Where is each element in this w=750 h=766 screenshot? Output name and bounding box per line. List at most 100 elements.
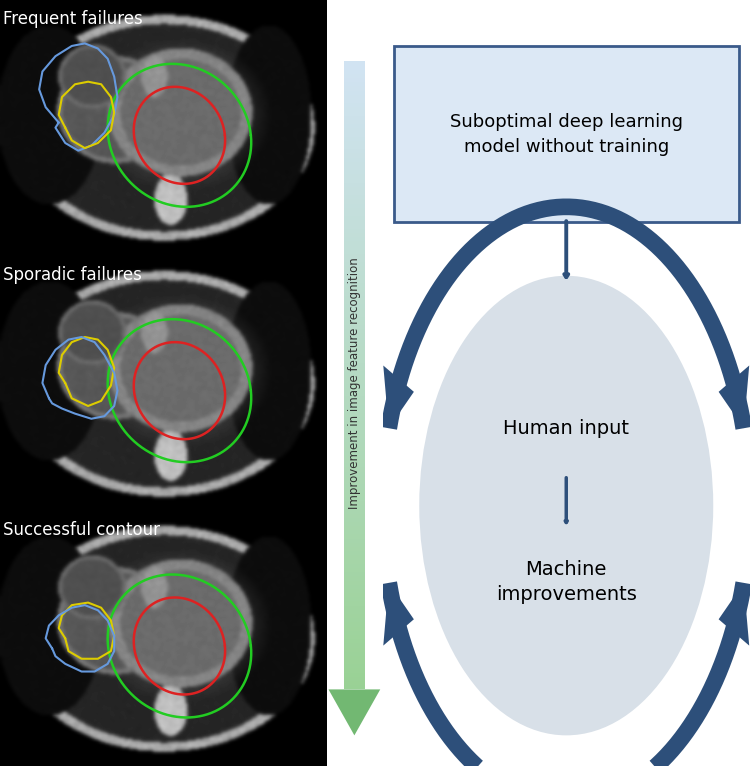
Bar xyxy=(344,647,364,652)
Bar xyxy=(344,581,364,584)
Bar xyxy=(344,484,364,489)
Bar xyxy=(344,103,364,107)
Bar xyxy=(344,413,364,417)
Bar xyxy=(344,178,364,183)
Bar xyxy=(344,258,364,262)
Bar xyxy=(344,509,364,513)
Bar xyxy=(344,107,364,112)
Bar xyxy=(344,677,364,681)
FancyArrowPatch shape xyxy=(566,478,567,522)
Bar xyxy=(344,639,364,643)
Text: Suboptimal deep learning
model without training: Suboptimal deep learning model without t… xyxy=(450,113,682,155)
Bar xyxy=(344,686,364,689)
Bar xyxy=(344,450,364,455)
Bar xyxy=(344,489,364,493)
Bar xyxy=(344,627,364,630)
Bar xyxy=(344,296,364,300)
Bar xyxy=(344,538,364,543)
Bar xyxy=(344,355,364,358)
Bar xyxy=(344,153,364,158)
Bar xyxy=(344,421,364,426)
Bar xyxy=(344,141,364,145)
Bar xyxy=(344,267,364,270)
Bar xyxy=(344,681,364,686)
Bar xyxy=(344,292,364,296)
Bar xyxy=(344,191,364,195)
Bar xyxy=(344,635,364,639)
Bar xyxy=(344,262,364,267)
Bar xyxy=(344,568,364,572)
Bar xyxy=(344,530,364,535)
Bar xyxy=(344,669,364,673)
Bar xyxy=(344,543,364,547)
Bar xyxy=(344,65,364,70)
Bar xyxy=(344,392,364,396)
Bar xyxy=(344,304,364,309)
Bar xyxy=(344,463,364,467)
Bar xyxy=(344,166,364,170)
Bar xyxy=(344,643,364,647)
Bar xyxy=(344,401,364,404)
Bar xyxy=(344,170,364,175)
Bar xyxy=(344,246,364,250)
Bar xyxy=(344,321,364,325)
Bar xyxy=(344,333,364,338)
Bar xyxy=(344,74,364,78)
Bar xyxy=(344,241,364,246)
Bar xyxy=(344,133,364,136)
Bar xyxy=(344,112,364,116)
Bar xyxy=(344,555,364,560)
Bar xyxy=(344,199,364,204)
Text: Improvement in image feature recognition: Improvement in image feature recognition xyxy=(348,257,361,509)
Bar xyxy=(344,430,364,434)
Bar xyxy=(344,522,364,526)
Bar xyxy=(344,526,364,530)
Bar xyxy=(344,363,364,367)
Bar xyxy=(344,505,364,509)
Bar xyxy=(344,589,364,593)
Bar xyxy=(344,375,364,379)
Bar xyxy=(344,116,364,120)
Text: Machine
improvements: Machine improvements xyxy=(496,560,637,604)
Bar xyxy=(344,438,364,442)
Bar xyxy=(344,367,364,372)
Bar xyxy=(344,287,364,292)
Bar xyxy=(344,497,364,501)
Bar xyxy=(344,224,364,229)
Bar xyxy=(344,204,364,208)
Bar xyxy=(344,283,364,287)
Bar xyxy=(344,124,364,128)
Bar xyxy=(344,404,364,409)
Bar xyxy=(344,208,364,212)
Polygon shape xyxy=(328,689,380,735)
Bar xyxy=(344,601,364,606)
Bar xyxy=(344,467,364,472)
Bar xyxy=(344,270,364,275)
FancyBboxPatch shape xyxy=(394,46,739,222)
Bar xyxy=(344,472,364,476)
Bar xyxy=(344,476,364,480)
Bar xyxy=(344,183,364,187)
Bar xyxy=(344,329,364,333)
Bar xyxy=(344,623,364,627)
Bar xyxy=(344,212,364,216)
Text: Sporadic failures: Sporadic failures xyxy=(3,266,142,283)
Bar xyxy=(344,99,364,103)
Bar xyxy=(344,346,364,350)
Bar xyxy=(344,379,364,384)
Bar xyxy=(344,584,364,589)
Bar xyxy=(344,384,364,388)
Bar xyxy=(344,455,364,459)
Text: Successful contour: Successful contour xyxy=(3,521,160,538)
Bar xyxy=(344,572,364,576)
Bar xyxy=(344,630,364,635)
Bar xyxy=(344,82,364,87)
Bar xyxy=(344,513,364,518)
Bar xyxy=(344,233,364,237)
Bar xyxy=(344,87,364,90)
Bar xyxy=(344,300,364,304)
Bar xyxy=(344,313,364,316)
Bar xyxy=(344,426,364,430)
Bar xyxy=(344,145,364,149)
Bar xyxy=(344,409,364,413)
